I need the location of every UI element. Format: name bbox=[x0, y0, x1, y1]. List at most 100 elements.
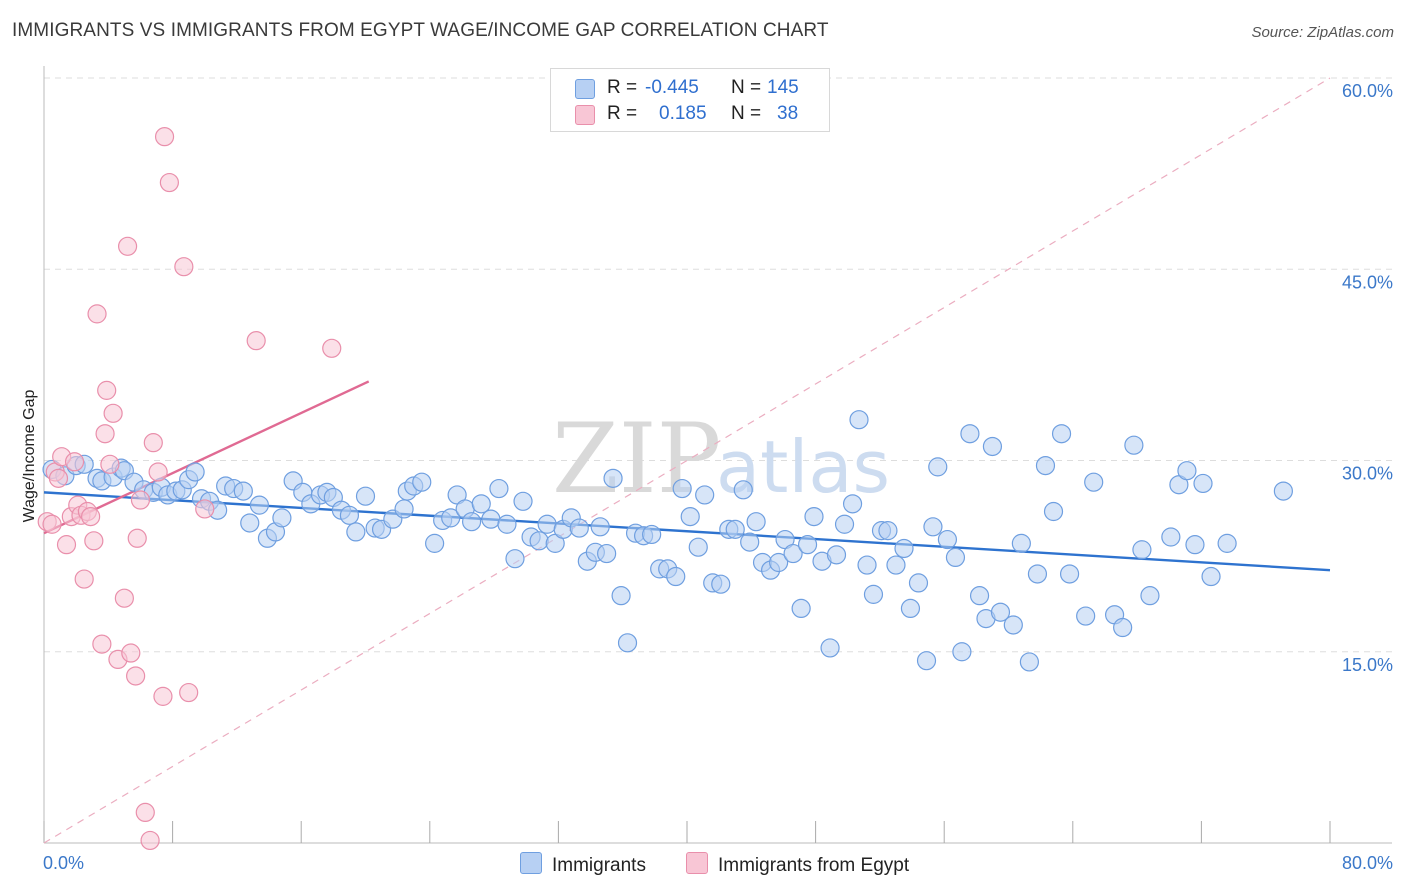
egypt-point bbox=[153, 686, 173, 706]
egypt-point bbox=[48, 468, 69, 488]
legend-swatch-pink bbox=[575, 105, 595, 125]
immigrants-point bbox=[569, 518, 589, 538]
egypt-point bbox=[154, 127, 175, 147]
legend-swatch-blue bbox=[575, 79, 595, 99]
immigrants-point bbox=[1273, 481, 1293, 501]
egypt-point bbox=[174, 257, 194, 277]
egypt-point bbox=[126, 666, 146, 686]
immigrants-point bbox=[1132, 540, 1152, 560]
chart-title: IMMIGRANTS VS IMMIGRANTS FROM EGYPT WAGE… bbox=[12, 20, 829, 41]
immigrants-point bbox=[346, 522, 366, 542]
egypt-point bbox=[97, 380, 117, 400]
immigrants-point bbox=[826, 545, 847, 565]
immigrants-point bbox=[908, 573, 929, 593]
legend: R = -0.445 N = 145 R = 0.185 N = 38 bbox=[550, 68, 830, 132]
bottom-legend-label: Immigrants bbox=[552, 855, 646, 876]
immigrants-point bbox=[990, 602, 1011, 622]
grid-lines bbox=[44, 77, 1392, 653]
egypt-point bbox=[81, 506, 101, 527]
immigrants-point bbox=[529, 531, 549, 551]
immigrants-point bbox=[1019, 652, 1039, 672]
immigrants-point bbox=[513, 491, 533, 511]
egypt-point bbox=[42, 514, 62, 534]
x-tick-label: 0.0% bbox=[43, 853, 84, 873]
immigrants-point bbox=[894, 538, 914, 559]
immigrants-point bbox=[783, 543, 803, 564]
immigrants-point bbox=[1161, 527, 1181, 547]
identity-line bbox=[43, 77, 1331, 844]
immigrants-point bbox=[394, 499, 414, 519]
immigrants-point bbox=[505, 549, 525, 569]
source-label: Source: ZipAtlas.com bbox=[1251, 24, 1394, 41]
immigrants-point bbox=[412, 472, 432, 492]
immigrants-point bbox=[233, 481, 253, 501]
immigrants-points bbox=[42, 410, 1293, 672]
egypt-point bbox=[159, 172, 179, 193]
axes bbox=[43, 66, 1392, 844]
tick-labels: 15.0% 30.0% 45.0% 60.0% 0.0% 80.0% bbox=[43, 81, 1393, 873]
immigrants-point bbox=[1140, 586, 1160, 606]
immigrants-point bbox=[1076, 606, 1096, 626]
immigrants-point bbox=[733, 480, 753, 500]
immigrants-point bbox=[597, 543, 617, 564]
legend-r-value: -0.445 bbox=[645, 77, 699, 98]
y-tick-label: 30.0% bbox=[1342, 464, 1393, 484]
immigrants-point bbox=[725, 519, 745, 539]
immigrants-point bbox=[1011, 533, 1031, 553]
immigrants-point bbox=[537, 514, 557, 534]
immigrants-point bbox=[1084, 472, 1104, 492]
immigrants-point bbox=[916, 651, 937, 671]
egypt-trend-line bbox=[43, 380, 370, 535]
immigrants-point bbox=[878, 521, 898, 541]
legend-n-label: N = bbox=[731, 103, 762, 124]
immigrants-point bbox=[461, 512, 482, 532]
immigrants-point bbox=[425, 533, 445, 553]
immigrants-point bbox=[1177, 461, 1197, 481]
immigrants-point bbox=[857, 555, 877, 575]
immigrants-point bbox=[240, 513, 260, 533]
immigrants-point bbox=[617, 633, 638, 653]
egypt-point bbox=[74, 569, 94, 589]
immigrants-point bbox=[249, 495, 270, 515]
y-tick-label: 15.0% bbox=[1342, 655, 1393, 675]
egypt-point bbox=[84, 531, 104, 551]
legend-n-value: 145 bbox=[767, 77, 799, 98]
bottom-legend-immigrants: Immigrants bbox=[520, 852, 646, 877]
legend-n-label: N = bbox=[731, 77, 762, 98]
immigrants-point bbox=[711, 574, 731, 594]
immigrants-point bbox=[339, 505, 360, 525]
immigrants-point bbox=[590, 517, 610, 537]
immigrants-point bbox=[804, 506, 824, 527]
immigrants-point bbox=[842, 494, 863, 514]
egypt-point bbox=[195, 499, 215, 519]
y-axis-label: Wage/Income Gap bbox=[21, 390, 38, 523]
y-tick-label: 60.0% bbox=[1342, 81, 1393, 101]
immigrants-point bbox=[863, 584, 884, 604]
immigrants-point bbox=[834, 514, 855, 534]
immigrants-point bbox=[481, 509, 501, 529]
legend-r-label: R = bbox=[607, 77, 638, 98]
immigrants-point bbox=[1051, 424, 1072, 444]
immigrants-point bbox=[1003, 615, 1023, 635]
immigrants-point bbox=[952, 642, 972, 662]
immigrants-point bbox=[272, 508, 292, 528]
immigrants-point bbox=[1124, 435, 1144, 455]
immigrants-point bbox=[1027, 564, 1048, 584]
immigrants-point bbox=[680, 506, 700, 527]
egypt-point bbox=[114, 588, 134, 608]
immigrants-point bbox=[185, 462, 205, 482]
immigrants-point bbox=[820, 638, 840, 658]
immigrants-point bbox=[769, 552, 789, 573]
egypt-point bbox=[103, 403, 123, 423]
egypt-point bbox=[100, 454, 120, 474]
immigrants-point bbox=[497, 514, 517, 534]
egypt-point bbox=[95, 424, 115, 444]
bottom-legend-egypt: Immigrants from Egypt bbox=[686, 852, 909, 877]
egypt-point bbox=[121, 643, 141, 663]
immigrants-point bbox=[937, 529, 958, 550]
immigrants-point bbox=[797, 535, 818, 555]
immigrants-point bbox=[886, 555, 906, 575]
immigrants-point bbox=[603, 468, 623, 488]
immigrants-point bbox=[471, 494, 491, 514]
immigrants-point bbox=[1185, 535, 1205, 555]
